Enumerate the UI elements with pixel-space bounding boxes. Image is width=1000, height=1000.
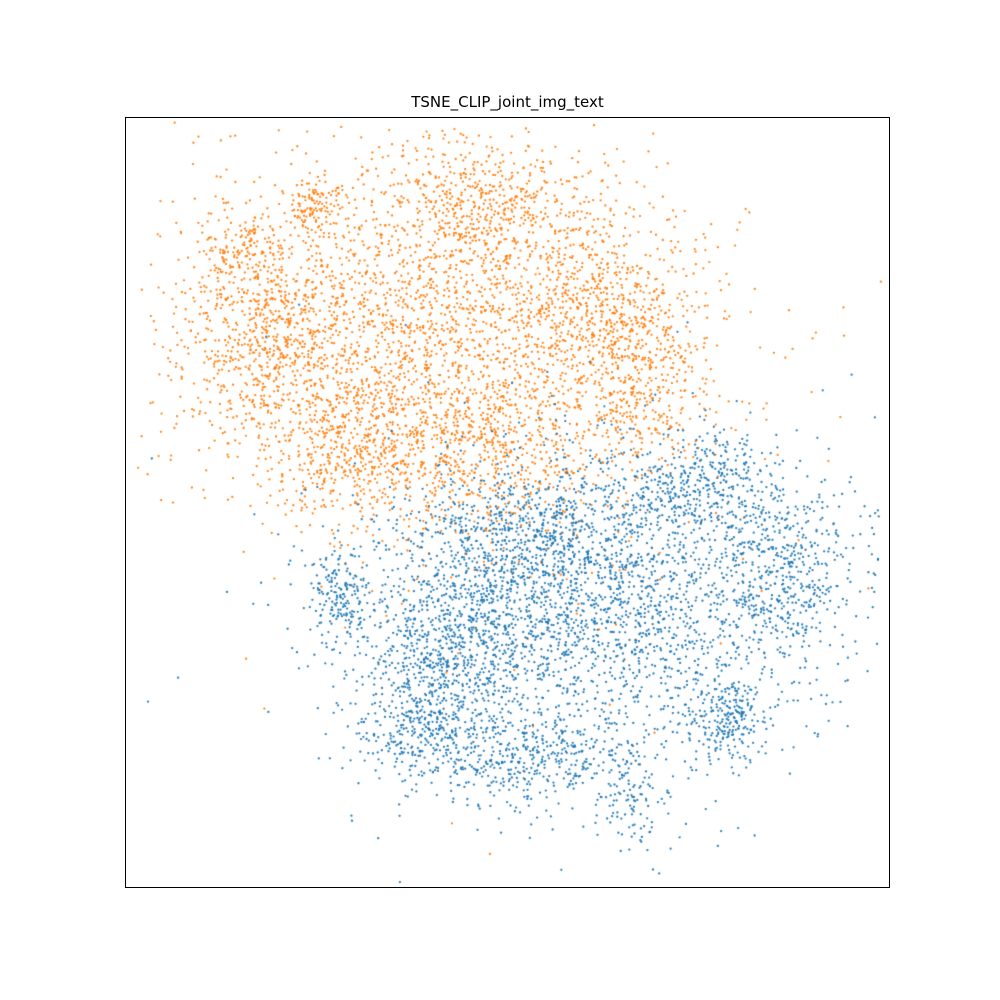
scatter-canvas xyxy=(126,118,889,887)
plot-area xyxy=(125,117,890,888)
chart-title: TSNE_CLIP_joint_img_text xyxy=(411,93,604,111)
